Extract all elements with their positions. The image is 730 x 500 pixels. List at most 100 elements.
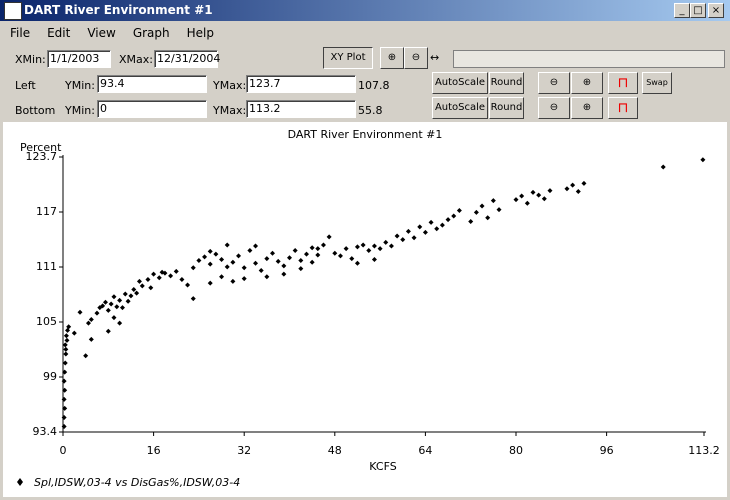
label: YMax:: [213, 79, 247, 92]
point: [354, 260, 360, 266]
zoom-in[interactable]: ⊕: [380, 47, 404, 69]
point: [61, 414, 67, 420]
menu-item[interactable]: Graph: [132, 26, 170, 40]
point: [136, 278, 142, 284]
point: [159, 269, 165, 275]
autoscale-button[interactable]: AutoScale: [432, 72, 488, 94]
y-tick-label: 93.4: [33, 425, 58, 438]
point: [264, 256, 270, 262]
step-icon[interactable]: ⊓: [608, 72, 638, 94]
round-button[interactable]: Round: [489, 72, 524, 94]
point: [241, 265, 247, 271]
point: [190, 296, 196, 302]
point: [451, 213, 457, 219]
zoom-out[interactable]: ⊖: [538, 97, 570, 119]
point: [179, 277, 185, 283]
point: [473, 209, 479, 215]
round-button[interactable]: Round: [489, 97, 524, 119]
point: [564, 186, 570, 192]
point: [117, 297, 123, 303]
x-tick-label: 0: [60, 444, 67, 457]
point: [366, 247, 372, 253]
readout: 55.8: [358, 104, 383, 117]
x-tick-label: 16: [147, 444, 161, 457]
xmin-field[interactable]: 1/1/2003: [47, 50, 111, 68]
minimize[interactable]: _: [674, 3, 690, 18]
point: [139, 283, 145, 289]
menu-item[interactable]: Help: [186, 26, 214, 40]
point: [134, 290, 140, 296]
point: [64, 337, 70, 343]
point: [394, 233, 400, 239]
xy-plot-button[interactable]: XY Plot: [323, 47, 373, 69]
y-tick-label: 111: [36, 260, 57, 273]
point: [122, 291, 128, 297]
point: [105, 328, 111, 334]
point: [292, 247, 298, 253]
point: [61, 424, 67, 430]
left-ymax-field[interactable]: 123.7: [246, 75, 356, 93]
point: [83, 353, 89, 359]
point: [219, 274, 225, 280]
menu-item[interactable]: Edit: [47, 26, 71, 40]
zoom-out[interactable]: ⊖: [538, 72, 570, 94]
x-tick-label: 96: [600, 444, 614, 457]
xmax-field[interactable]: 12/31/2004: [154, 50, 220, 68]
maximize[interactable]: □: [690, 3, 706, 18]
point: [230, 259, 236, 265]
point: [224, 242, 230, 248]
close[interactable]: ×: [708, 3, 724, 18]
point: [62, 342, 68, 348]
point: [354, 244, 360, 250]
point: [315, 246, 321, 252]
label: XMin:: [15, 53, 46, 66]
window-title: DART River Environment #1: [24, 3, 213, 17]
point: [422, 229, 428, 235]
point: [383, 239, 389, 245]
menu-item[interactable]: File: [10, 26, 31, 40]
point: [88, 316, 94, 322]
point: [700, 157, 706, 163]
left-ymin-field[interactable]: 93.4: [97, 75, 207, 93]
point: [100, 303, 106, 309]
point: [71, 330, 77, 336]
autoscale-button[interactable]: AutoScale: [432, 97, 488, 119]
label: Bottom: [15, 104, 56, 117]
point: [236, 253, 242, 259]
point: [445, 217, 451, 223]
point: [270, 250, 276, 256]
scrollbar[interactable]: [453, 50, 725, 68]
point: [117, 320, 123, 326]
point: [151, 271, 157, 277]
point: [105, 307, 111, 313]
point: [253, 243, 259, 249]
point: [405, 228, 411, 234]
step-icon[interactable]: ⊓: [608, 97, 638, 119]
point: [119, 305, 125, 311]
zoom-in[interactable]: ⊕: [571, 97, 603, 119]
point: [343, 246, 349, 252]
point: [224, 264, 230, 270]
pan-arrows[interactable]: ↔: [430, 51, 440, 64]
menu-item[interactable]: View: [87, 26, 116, 40]
readout: 107.8: [358, 79, 390, 92]
point: [61, 396, 67, 402]
bottom-ymax-field[interactable]: 113.2: [246, 100, 356, 118]
point: [524, 200, 530, 206]
point: [303, 251, 309, 257]
point: [485, 215, 491, 221]
app-icon: [4, 2, 22, 20]
zoom-out[interactable]: ⊖: [404, 47, 428, 69]
point: [326, 234, 332, 240]
point: [196, 257, 202, 263]
point: [258, 267, 264, 273]
point: [253, 260, 259, 266]
bottom-ymin-field[interactable]: 0: [97, 100, 207, 118]
swap-button[interactable]: Swap: [642, 72, 672, 94]
point: [400, 237, 406, 243]
point: [479, 203, 485, 209]
point: [456, 208, 462, 214]
point: [281, 271, 287, 277]
zoom-in[interactable]: ⊕: [571, 72, 603, 94]
